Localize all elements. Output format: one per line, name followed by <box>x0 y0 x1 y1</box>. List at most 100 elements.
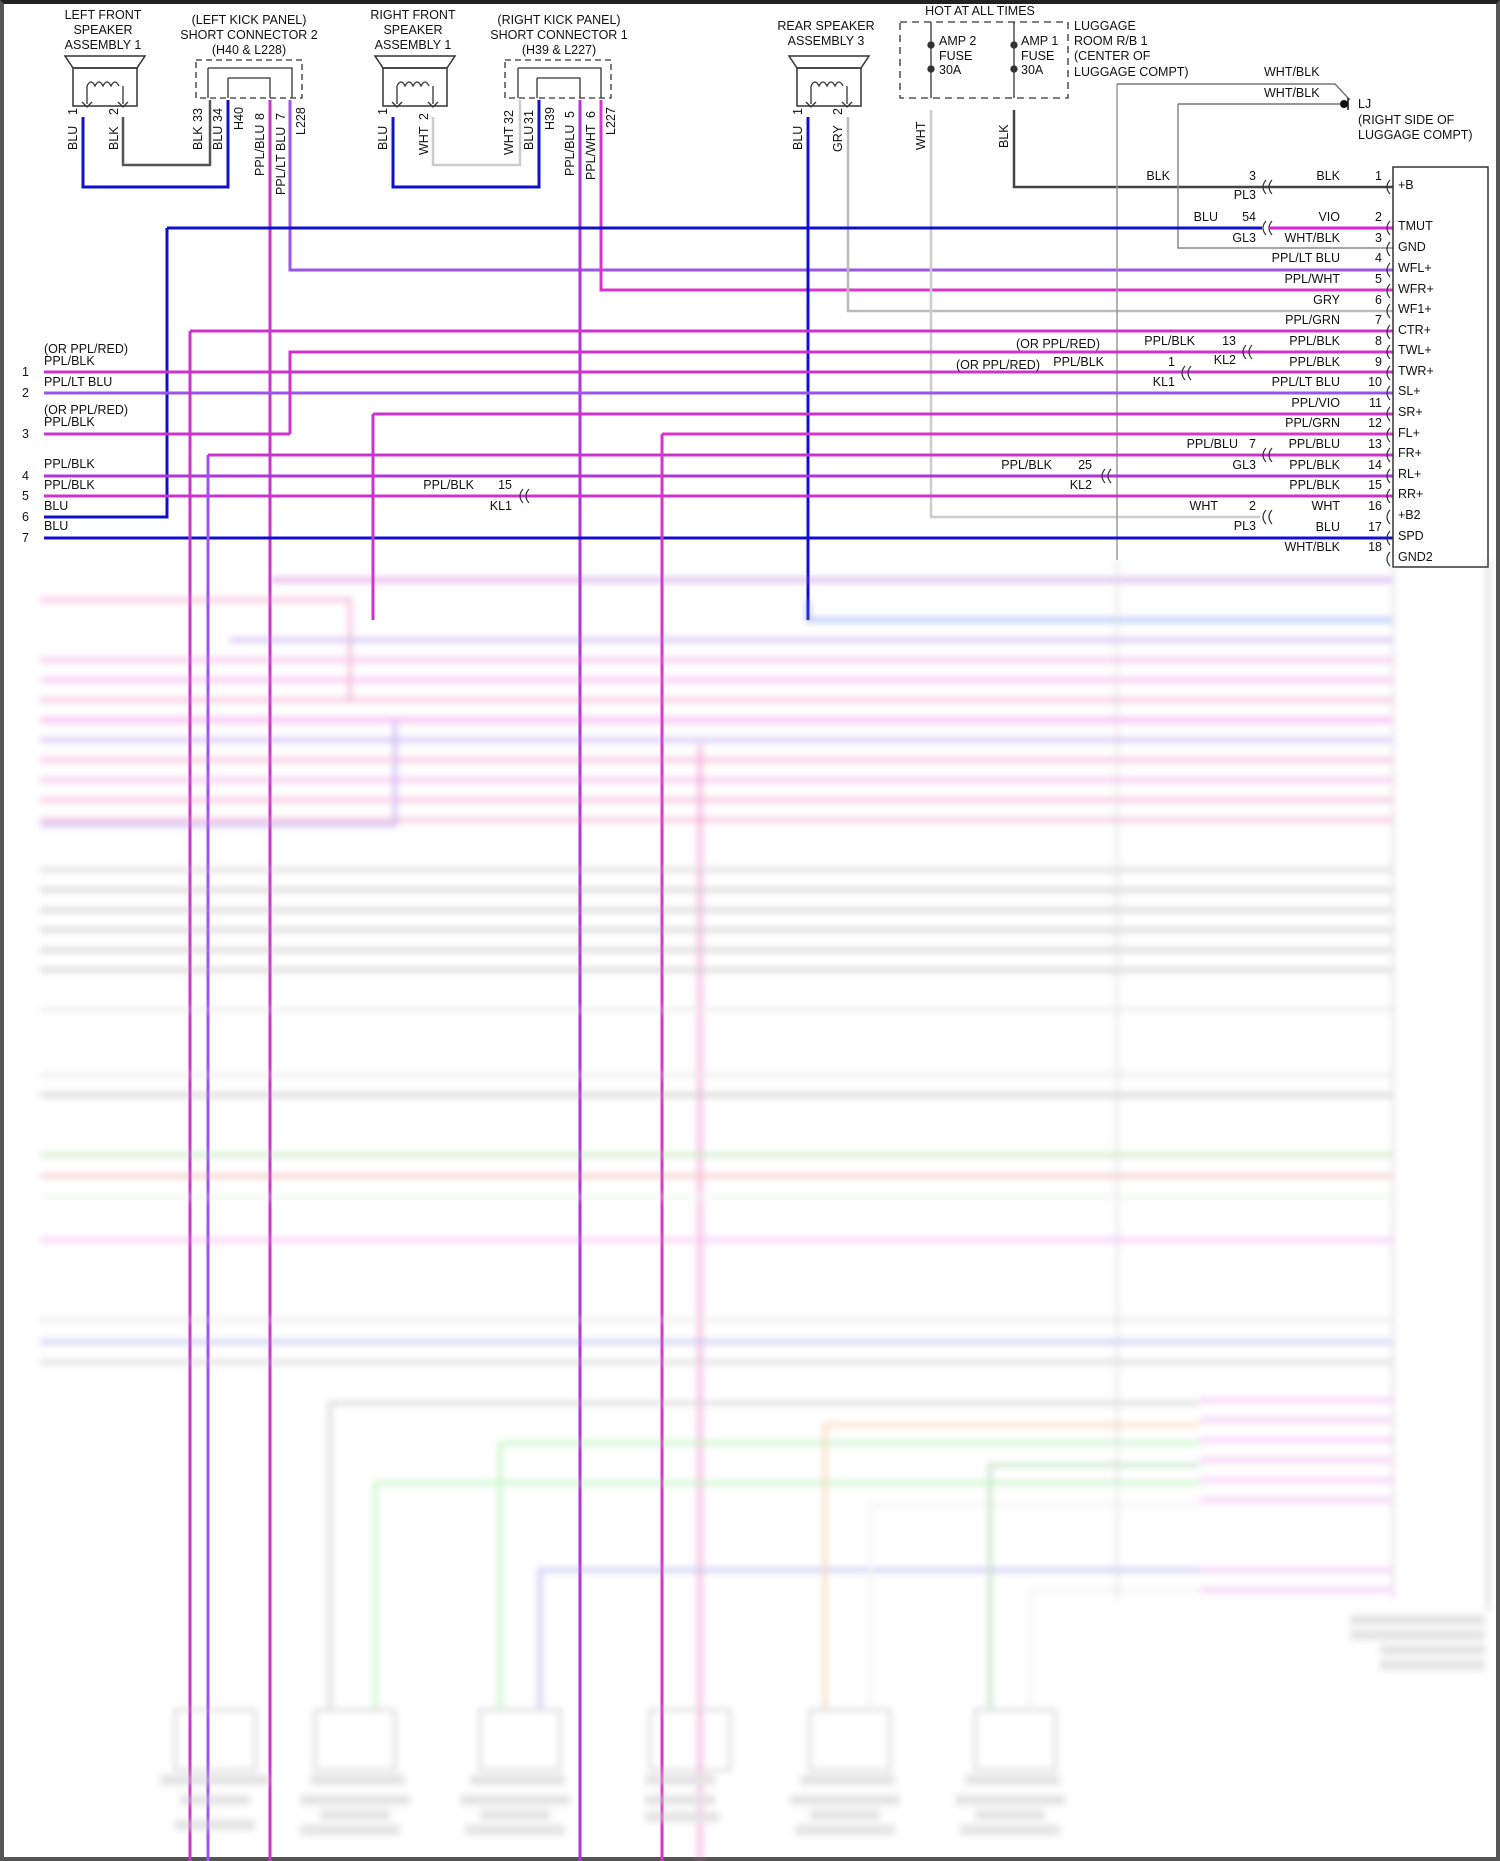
inline-kl1-note: (OR PPL/RED) <box>956 358 1040 372</box>
inline-kl1b-color: PPL/BLK <box>423 478 474 492</box>
fuse-amp2-rating: 30A <box>939 63 962 77</box>
right-short-connector-symbol <box>504 59 612 99</box>
amp-pin-color: BLU <box>1316 520 1340 534</box>
inline-kl2b-pin: 25 <box>1078 458 1092 472</box>
inline-kl1-id: KL1 <box>1153 375 1175 389</box>
rsc-pin5-num: 5 <box>563 111 577 118</box>
inline-kl2-color: PPL/BLK <box>1144 334 1195 348</box>
left-pin3-note: (OR PPL/RED) <box>44 403 128 417</box>
amp-pin-num: 4 <box>1375 251 1382 265</box>
left-pin2-num: 2 <box>22 386 29 400</box>
amp-pin-name: RL+ <box>1398 467 1421 481</box>
left-pin7-color: BLU <box>44 519 68 533</box>
fuse-amp1-rating: 30A <box>1021 63 1044 77</box>
right-front-speaker-title-2: SPEAKER <box>383 23 442 37</box>
fuse-amp1-name: AMP 1 <box>1021 34 1058 48</box>
amp-pin-num: 3 <box>1375 231 1382 245</box>
lfs-pin1-num: 1 <box>66 108 80 115</box>
ground-location-1: (RIGHT SIDE OF <box>1358 113 1455 127</box>
lsc-l228: L228 <box>294 107 308 135</box>
inline-gl3-pin: 54 <box>1242 210 1256 224</box>
fuse-amp2-type: FUSE <box>939 49 972 63</box>
rear-speaker-title-2: ASSEMBLY 3 <box>788 34 865 48</box>
amp-pin-num: 5 <box>1375 272 1382 286</box>
rfs-pin2-color: WHT <box>417 126 431 155</box>
amp-pin-name: SR+ <box>1398 405 1423 419</box>
left-front-speaker-symbol <box>64 55 146 108</box>
left-short-connector-symbol <box>195 59 303 99</box>
amp-pin-num: 12 <box>1368 416 1382 430</box>
amp-pin-color: PPL/WHT <box>1284 272 1340 286</box>
amp-pin-name: WFR+ <box>1398 282 1434 296</box>
rs-pin2-color: GRY <box>831 124 845 152</box>
fuse-block-header: HOT AT ALL TIMES <box>925 4 1035 18</box>
inline-kl1b-pin: 15 <box>498 478 512 492</box>
amp-pin-num: 10 <box>1368 375 1382 389</box>
left-pin6-num: 6 <box>22 510 29 524</box>
inline-pl3-pin: 3 <box>1249 169 1256 183</box>
lsc-h40: H40 <box>232 107 246 130</box>
left-pin7-num: 7 <box>22 531 29 545</box>
amp-pin-color: PPL/LT BLU <box>1272 375 1340 389</box>
amp-pin-color: GRY <box>1313 293 1341 307</box>
amp-pin-num: 13 <box>1368 437 1382 451</box>
left-front-speaker-title-1: LEFT FRONT <box>65 8 142 22</box>
right-connector-title-3: (H39 & L227) <box>522 43 596 57</box>
inline-kl2-note: (OR PPL/RED) <box>1016 337 1100 351</box>
left-pin1-color: PPL/BLK <box>44 354 95 368</box>
amp-pin-color: WHT/BLK <box>1284 540 1340 554</box>
left-connector-title-3: (H40 & L228) <box>212 43 286 57</box>
fuse-location-2: ROOM R/B 1 <box>1074 34 1148 48</box>
right-front-speaker-symbol <box>374 55 456 108</box>
rear-speaker-title-1: REAR SPEAKER <box>777 19 874 33</box>
amp-pin-name: WFL+ <box>1398 261 1432 275</box>
inline-kl1b-id: KL1 <box>490 499 512 513</box>
rsc-pin31-num: 31 <box>522 110 536 124</box>
rsc-pin31-color: BLU <box>522 126 536 150</box>
lsc-pin33-num: 33 <box>191 108 205 122</box>
amplifier-connector-box <box>1392 166 1489 568</box>
amp-pin-color: PPL/VIO <box>1291 396 1340 410</box>
rsc-l227: L227 <box>604 107 618 135</box>
left-pin2-color: PPL/LT BLU <box>44 375 112 389</box>
amp-pin-name: TMUT <box>1398 219 1433 233</box>
left-front-speaker-title-3: ASSEMBLY 1 <box>65 38 142 52</box>
left-pin4-color: PPL/BLK <box>44 457 95 471</box>
amp-pin-color: PPL/LT BLU <box>1272 251 1340 265</box>
fuse-location-4: LUGGAGE COMPT) <box>1074 65 1189 79</box>
amp-pin-num: 18 <box>1368 540 1382 554</box>
amp-pin-name: CTR+ <box>1398 323 1431 337</box>
rs-pin2-num: 2 <box>831 108 845 115</box>
lsc-pin7-color: PPL/LT BLU <box>274 127 288 195</box>
fuse-amp2-name: AMP 2 <box>939 34 976 48</box>
fuse-block-symbol <box>899 21 1069 99</box>
inline-pl3-id: PL3 <box>1234 188 1256 202</box>
fuse-amp2-wire: WHT <box>914 121 928 150</box>
lfs-pin2-color: BLK <box>107 126 121 150</box>
ground-wire-1: WHT/BLK <box>1264 65 1320 79</box>
inline-pl3b-id: PL3 <box>1234 519 1256 533</box>
amp-pin-num: 7 <box>1375 313 1382 327</box>
ground-wire-2: WHT/BLK <box>1264 86 1320 100</box>
inline-gl3b-id: GL3 <box>1232 458 1256 472</box>
left-pin5-color: PPL/BLK <box>44 478 95 492</box>
ground-location-2: LUGGAGE COMPT) <box>1358 128 1473 142</box>
left-pin6-color: BLU <box>44 499 68 513</box>
right-front-speaker-title-1: RIGHT FRONT <box>370 8 456 22</box>
inline-gl3b-pin: 7 <box>1249 437 1256 451</box>
amp-pin-num: 17 <box>1368 520 1382 534</box>
lsc-pin8-num: 8 <box>253 113 267 120</box>
amp-pin-num: 14 <box>1368 458 1382 472</box>
amp-pin-cups <box>1386 179 1391 567</box>
inline-kl2b-id: KL2 <box>1070 478 1092 492</box>
left-pin1-note: (OR PPL/RED) <box>44 342 128 356</box>
amp-pin-name: RR+ <box>1398 487 1423 501</box>
wires <box>44 83 1393 1861</box>
fuse-amp1-wire: BLK <box>997 124 1011 148</box>
amp-pin-name: GND <box>1398 240 1426 254</box>
left-pin3-color: PPL/BLK <box>44 415 95 429</box>
amp-pin-color: PPL/BLK <box>1289 478 1340 492</box>
amp-pin-name: SL+ <box>1398 384 1421 398</box>
rsc-pin6-num: 6 <box>584 111 598 118</box>
